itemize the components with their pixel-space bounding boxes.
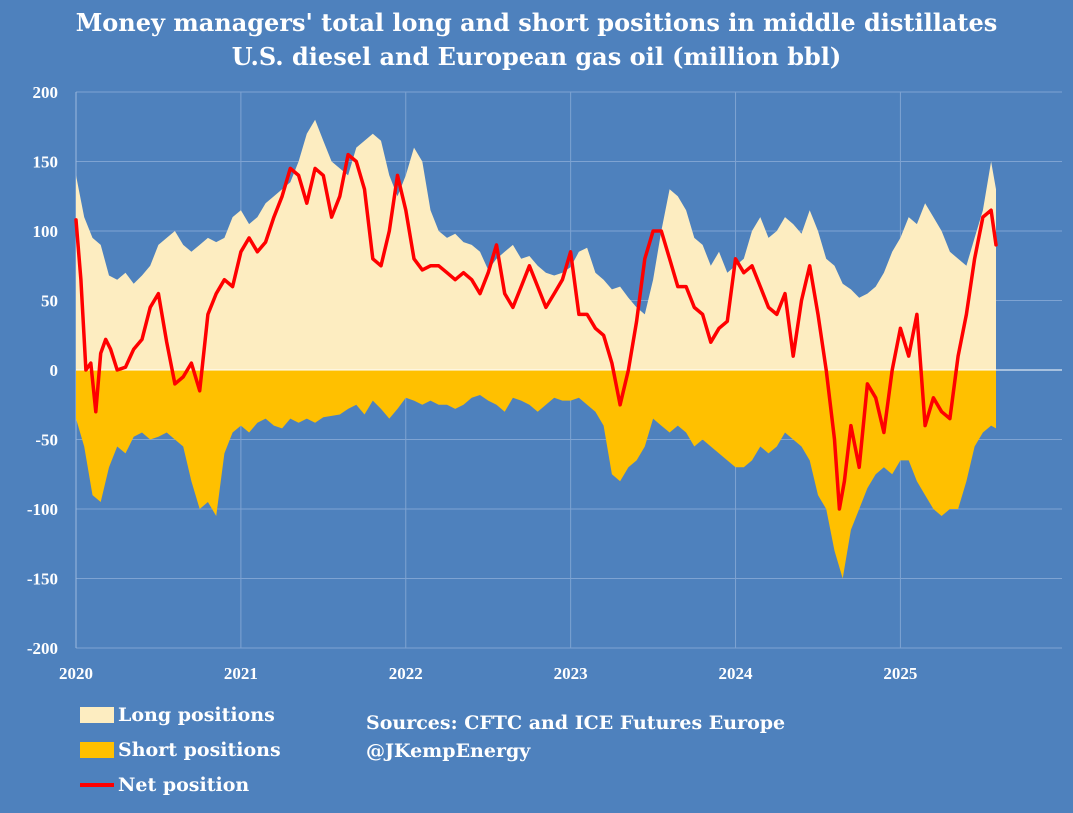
y-tick-label: 50 [41, 292, 58, 311]
chart-subtitle: U.S. diesel and European gas oil (millio… [231, 42, 842, 71]
legend-item-net: Net position [80, 774, 249, 796]
legend-label-net: Net position [118, 774, 250, 796]
x-axis-ticks: 2020 2021 2022 2023 2024 2025 [59, 664, 917, 683]
legend-swatch-short [80, 742, 114, 758]
sources-note: Sources: CFTC and ICE Futures Europe @JK… [366, 709, 785, 765]
x-tick-label: 2024 [719, 664, 754, 683]
x-tick-label: 2021 [224, 664, 258, 683]
net-position-line [74, 152, 998, 511]
legend-label-short: Short positions [118, 739, 281, 761]
x-tick-label: 2025 [883, 664, 917, 683]
y-tick-label: 150 [33, 153, 59, 172]
x-tick-label: 2023 [554, 664, 588, 683]
x-tick-label: 2020 [59, 664, 93, 683]
long-positions-area [76, 119, 996, 370]
chart-canvas: 200 150 100 50 0 -50 -100 -150 -200 2020 2021 2022… [27, 83, 1062, 683]
x-tick-label: 2022 [389, 664, 423, 683]
legend-swatch-net [80, 783, 114, 787]
y-tick-label: -200 [27, 639, 58, 658]
chart-title: Money managers' total long and short pos… [75, 8, 998, 37]
legend-swatch-long [80, 707, 114, 723]
y-tick-label: 100 [33, 222, 59, 241]
sources-line: Sources: CFTC and ICE Futures Europe [366, 712, 786, 734]
y-tick-label: 0 [50, 361, 59, 380]
y-tick-label: 200 [33, 83, 59, 102]
y-tick-label: -100 [27, 500, 58, 519]
legend-item-long: Long positions [80, 704, 275, 726]
legend-label-long: Long positions [118, 704, 275, 726]
y-tick-label: -50 [35, 431, 58, 450]
short-positions-area [76, 370, 996, 579]
author-handle: @JKempEnergy [366, 740, 531, 762]
legend-item-short: Short positions [80, 739, 281, 761]
y-tick-label: -150 [27, 570, 58, 589]
y-axis-ticks: 200 150 100 50 0 -50 -100 -150 -200 [27, 83, 58, 658]
